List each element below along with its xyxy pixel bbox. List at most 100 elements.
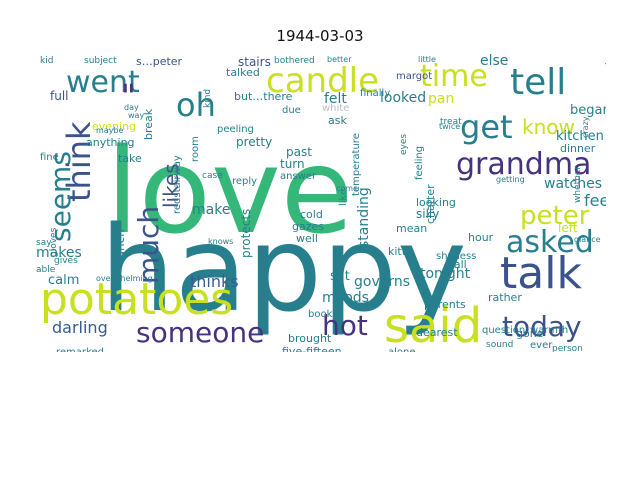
word-102: twice: [439, 122, 460, 131]
word-89: looking: [416, 196, 456, 209]
word-109: kind: [203, 89, 213, 108]
word-93: white: [322, 103, 349, 114]
word-18: hot: [322, 309, 368, 342]
word-119: eyes: [399, 134, 409, 155]
word-20: know: [522, 115, 575, 139]
word-10: oh: [176, 86, 216, 124]
word-107: day: [124, 103, 139, 112]
word-49: standing: [356, 187, 372, 248]
word-25: stairs: [238, 55, 271, 69]
word-2: potatoes: [40, 274, 233, 325]
word-87: chatter: [424, 184, 437, 224]
word-5: candle: [266, 61, 379, 101]
word-39: left: [558, 221, 578, 235]
word-3: said: [384, 298, 482, 352]
word-47: make: [192, 202, 230, 218]
word-30: margot: [396, 71, 432, 82]
word-19: today: [502, 310, 582, 343]
word-67: five-fifteen: [282, 345, 342, 352]
word-118: crazy: [581, 116, 590, 138]
word-80: room: [190, 136, 201, 162]
word-27: but…there: [234, 90, 293, 103]
word-117: glance: [574, 235, 601, 244]
word-105: fine: [40, 152, 59, 163]
word-120: getting: [496, 175, 525, 184]
word-79: peeling: [217, 124, 254, 135]
word-69: question: [482, 325, 525, 336]
word-61: well: [296, 232, 318, 245]
word-83: dinner: [560, 142, 596, 155]
word-108: way: [128, 111, 144, 120]
word-103: finally: [360, 88, 390, 99]
word-53: moods: [322, 290, 369, 306]
word-33: looked: [380, 90, 426, 106]
word-43: full: [50, 89, 69, 103]
word-82: take: [118, 152, 142, 165]
word-100: whether: [573, 166, 583, 203]
word-104: due: [282, 105, 301, 116]
word-58: redstairway: [172, 155, 183, 214]
word-41: evening: [92, 120, 136, 133]
word-81: case: [202, 171, 223, 181]
word-55: hour: [468, 231, 494, 244]
word-65: brought: [288, 332, 332, 345]
word-26: s…peter: [136, 55, 183, 68]
chart-title: 1944-03-03: [276, 27, 364, 45]
word-78: answer: [280, 171, 317, 182]
word-70: warmth: [530, 325, 568, 336]
word-44: lunch: [113, 229, 127, 262]
word-56: fall: [450, 258, 467, 271]
word-21: likes: [159, 163, 183, 208]
word-86: feeling: [414, 146, 425, 180]
word-13: seems: [44, 151, 77, 242]
word-73: rather: [488, 291, 522, 304]
word-51: governs: [354, 274, 410, 290]
word-8: went: [66, 65, 140, 100]
word-99: managed: [605, 63, 606, 105]
word-48: protects: [239, 209, 253, 258]
word-14: much: [132, 206, 165, 284]
word-92: ask: [328, 114, 347, 127]
word-111: gives: [54, 256, 78, 266]
word-84: gone: [516, 327, 544, 340]
word-38: feel: [584, 191, 606, 210]
word-cloud: love happy potatoes said talk candle tell grand…: [36, 52, 606, 352]
word-96: bothered: [274, 56, 315, 66]
word-15: asked: [506, 225, 594, 260]
word-22: thinks: [190, 272, 239, 291]
word-77: turn: [280, 157, 305, 171]
word-74: remarked: [56, 347, 104, 352]
word-16: peter: [520, 201, 590, 231]
word-112: able: [36, 265, 56, 275]
word-12: think: [60, 121, 98, 202]
word-91: like: [338, 189, 349, 206]
word-57: parents: [424, 298, 466, 311]
word-60: gazes: [292, 220, 324, 233]
word-7: grandma: [456, 147, 591, 182]
word-40: break: [142, 108, 155, 140]
word-31: else: [480, 53, 508, 69]
word-110: gloves: [49, 227, 59, 257]
word-98: little: [418, 55, 436, 64]
word-97: better: [327, 55, 352, 64]
word-64: dearest: [416, 326, 458, 339]
word-0: love: [106, 122, 353, 260]
word-32: felt: [324, 91, 347, 107]
word-45: makes: [36, 245, 82, 261]
word-114: knows: [208, 237, 233, 246]
word-34: pan: [428, 91, 454, 107]
word-88: shyness: [436, 251, 476, 262]
word-101: treat: [440, 117, 462, 127]
word-1: happy: [100, 200, 467, 338]
word-71: sound: [486, 340, 513, 350]
word-42: anything: [86, 136, 135, 149]
word-94: reply: [232, 176, 257, 187]
word-28: subject: [84, 56, 117, 66]
word-113: say: [36, 238, 52, 248]
word-90: temperature: [351, 133, 362, 196]
word-66: books: [308, 309, 338, 320]
word-11: get: [460, 108, 513, 146]
word-115: overwhelming: [96, 274, 153, 283]
word-68: alone: [388, 347, 416, 352]
